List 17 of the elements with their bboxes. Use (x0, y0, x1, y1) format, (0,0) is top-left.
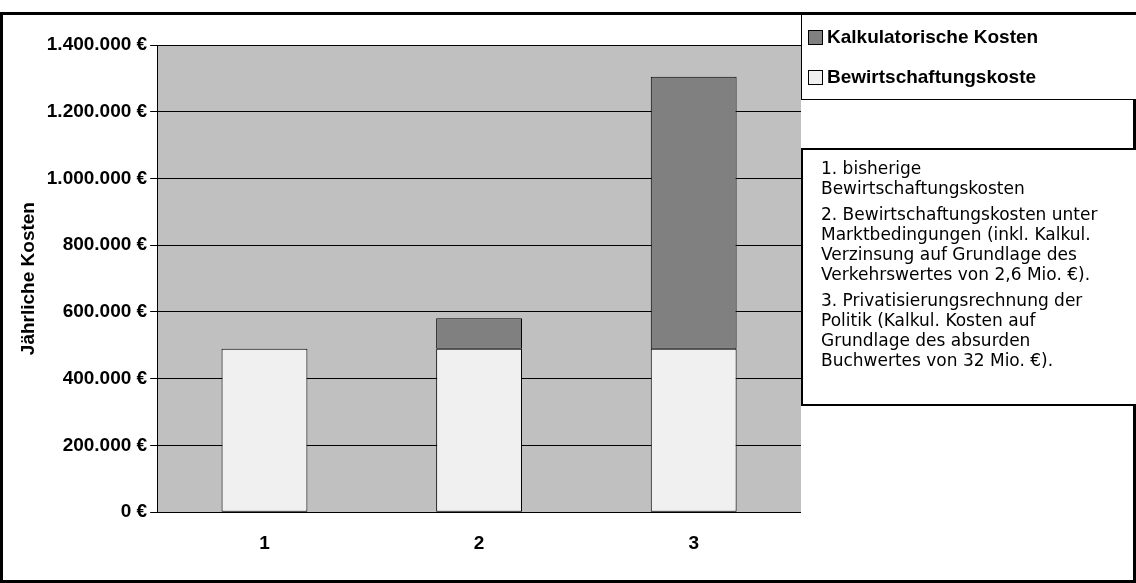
text: 1. bisherige Bewirtschaftungskosten (821, 158, 1026, 198)
x-tick-label: 2 (473, 531, 485, 553)
y-tick-label: 800.000 € (62, 233, 148, 255)
text: 2. Bewirtschaftungskosten unter Marktbedingungen (inkl. Kalkul. Verzinsung auf Grundlage des Verkehrswertes von 2,6 Mio. €). (821, 204, 1099, 284)
text: 3. Privatisierungsrechnung der Politik (Kalkul. Kosten auf Grundlage des absurden Buchwertes von 32 Mio. €). (821, 290, 1084, 370)
y-axis-title: Jährliche Kosten (16, 202, 38, 356)
x-tick-label: 1 (259, 531, 271, 553)
y-tick-label: 600.000 € (62, 300, 148, 322)
legend-label: Bewirtschaftungskoste (827, 66, 1037, 88)
y-tick-label: 400.000 € (62, 366, 148, 388)
y-tick-label: 0 € (120, 500, 148, 522)
x-tick-label: 3 (688, 531, 699, 553)
y-tick-label: 1.000.000 € (46, 166, 148, 188)
y-tick-label: 200.000 € (62, 433, 148, 455)
legend-label: Kalkulatorische Kosten (827, 26, 1039, 48)
y-tick-label: 1.200.000 € (46, 99, 148, 121)
y-tick-label: 1.400.000 € (46, 33, 148, 55)
